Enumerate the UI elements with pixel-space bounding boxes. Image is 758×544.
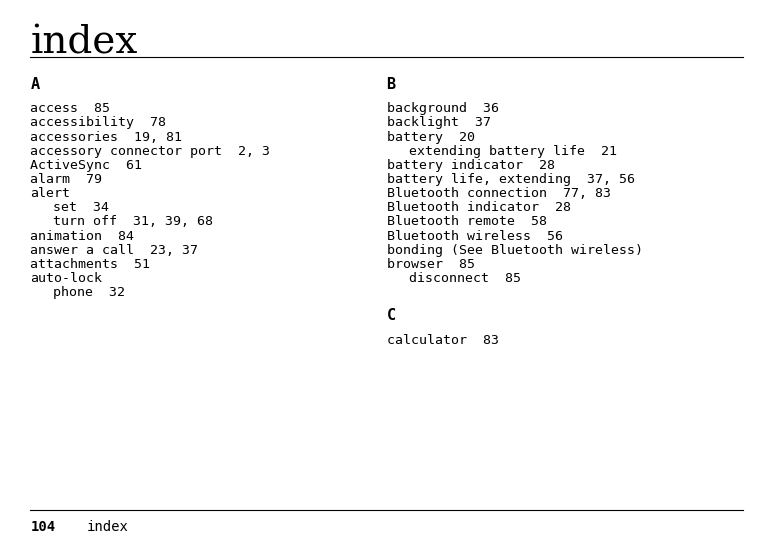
Text: index: index: [87, 520, 129, 534]
Text: auto-lock: auto-lock: [30, 272, 102, 285]
Text: set  34: set 34: [53, 201, 109, 214]
Text: A: A: [30, 77, 39, 92]
Text: background  36: background 36: [387, 102, 499, 115]
Text: access  85: access 85: [30, 102, 111, 115]
Text: phone  32: phone 32: [53, 286, 125, 299]
Text: alarm  79: alarm 79: [30, 173, 102, 186]
Text: alert: alert: [30, 187, 70, 200]
Text: 104: 104: [30, 520, 55, 534]
Text: battery indicator  28: battery indicator 28: [387, 159, 555, 172]
Text: B: B: [387, 77, 396, 92]
Text: accessibility  78: accessibility 78: [30, 116, 166, 129]
Text: Bluetooth connection  77, 83: Bluetooth connection 77, 83: [387, 187, 611, 200]
Text: accessory connector port  2, 3: accessory connector port 2, 3: [30, 145, 271, 158]
Text: C: C: [387, 308, 396, 323]
Text: Bluetooth remote  58: Bluetooth remote 58: [387, 215, 547, 228]
Text: battery  20: battery 20: [387, 131, 475, 144]
Text: battery life, extending  37, 56: battery life, extending 37, 56: [387, 173, 634, 186]
Text: calculator  83: calculator 83: [387, 334, 499, 347]
Text: backlight  37: backlight 37: [387, 116, 490, 129]
Text: ActiveSync  61: ActiveSync 61: [30, 159, 143, 172]
Text: turn off  31, 39, 68: turn off 31, 39, 68: [53, 215, 213, 228]
Text: disconnect  85: disconnect 85: [409, 272, 522, 285]
Text: animation  84: animation 84: [30, 230, 134, 243]
Text: extending battery life  21: extending battery life 21: [409, 145, 617, 158]
Text: Bluetooth wireless  56: Bluetooth wireless 56: [387, 230, 562, 243]
Text: browser  85: browser 85: [387, 258, 475, 271]
Text: attachments  51: attachments 51: [30, 258, 150, 271]
Text: answer a call  23, 37: answer a call 23, 37: [30, 244, 199, 257]
Text: accessories  19, 81: accessories 19, 81: [30, 131, 183, 144]
Text: index: index: [30, 24, 138, 61]
Text: bonding (See Bluetooth wireless): bonding (See Bluetooth wireless): [387, 244, 643, 257]
Text: Bluetooth indicator  28: Bluetooth indicator 28: [387, 201, 571, 214]
